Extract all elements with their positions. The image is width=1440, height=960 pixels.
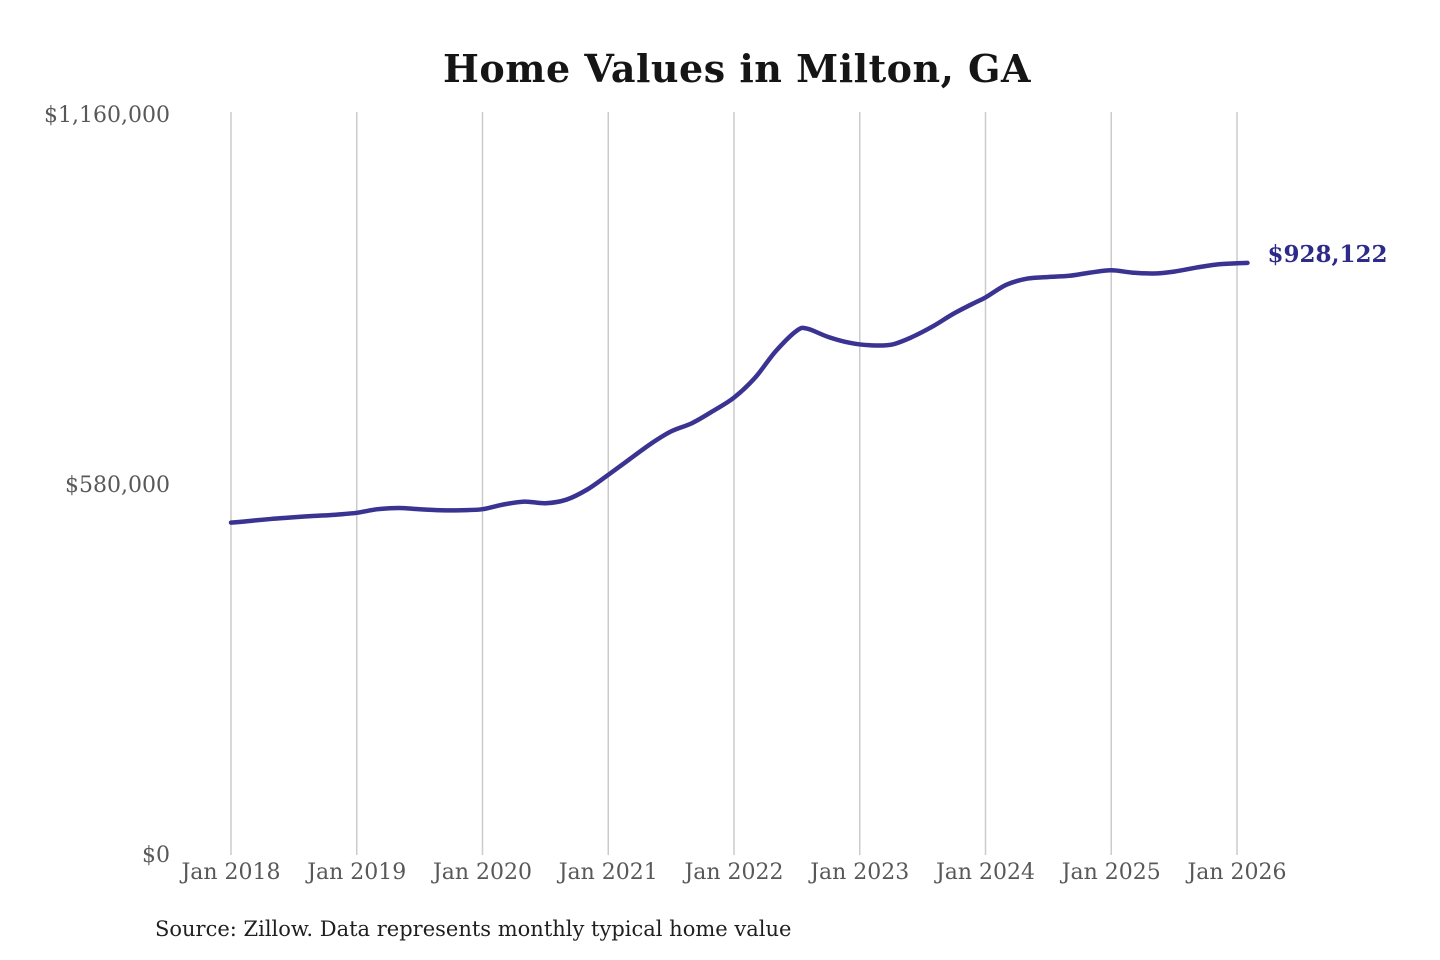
y-tick-label: $580,000: [65, 473, 170, 498]
x-tick-label: Jan 2019: [305, 860, 406, 885]
x-tick-label: Jan 2024: [934, 860, 1035, 885]
y-tick-label: $0: [142, 843, 170, 868]
x-tick-label: Jan 2026: [1185, 860, 1286, 885]
chart-title: Home Values in Milton, GA: [443, 46, 1031, 91]
x-tick-label: Jan 2025: [1060, 860, 1161, 885]
y-tick-label: $1,160,000: [44, 103, 170, 128]
x-tick-label: Jan 2020: [431, 860, 532, 885]
source-note: Source: Zillow. Data represents monthly …: [155, 917, 792, 941]
current-value-label: $928,122: [1267, 241, 1387, 268]
x-tick-label: Jan 2018: [179, 860, 280, 885]
x-tick-label: Jan 2023: [808, 860, 909, 885]
x-tick-label: Jan 2021: [557, 860, 658, 885]
x-tick-label: Jan 2022: [682, 860, 783, 885]
home-value-line: [228, 260, 1250, 525]
